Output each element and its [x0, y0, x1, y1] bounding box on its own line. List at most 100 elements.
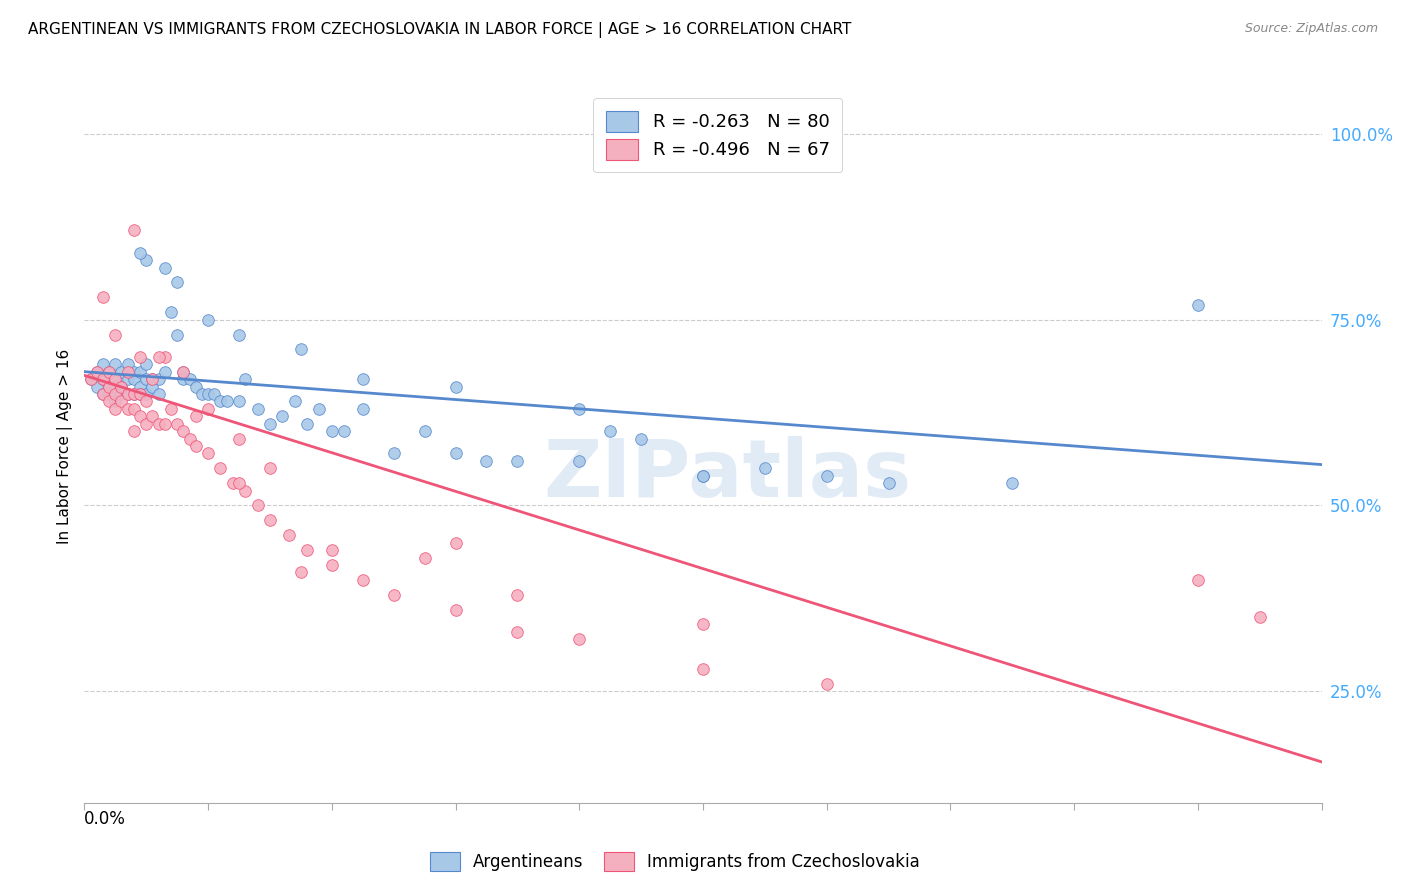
Point [86, 379, 108, 393]
Point [692, 468, 714, 483]
Point [246, 401, 269, 416]
Point [148, 372, 170, 386]
Point [191, 387, 214, 401]
Point [877, 476, 900, 491]
Point [122, 372, 145, 386]
Point [290, 343, 312, 357]
Point [475, 454, 498, 468]
Point [444, 446, 467, 460]
Point [197, 312, 219, 326]
Point [135, 357, 157, 371]
Point [117, 357, 139, 371]
Point [129, 350, 152, 364]
Point [91, 372, 114, 386]
Point [91, 290, 114, 304]
Legend: Argentineans, Immigrants from Czechoslovakia: Argentineans, Immigrants from Czechoslov… [422, 843, 928, 880]
Point [277, 528, 299, 542]
Point [135, 387, 157, 401]
Point [222, 476, 245, 491]
Point [86, 365, 108, 379]
Point [79, 372, 101, 386]
Text: ARGENTINEAN VS IMMIGRANTS FROM CZECHOSLOVAKIA IN LABOR FORCE | AGE > 16 CORRELAT: ARGENTINEAN VS IMMIGRANTS FROM CZECHOSLO… [28, 22, 852, 38]
Point [197, 387, 219, 401]
Point [184, 409, 207, 424]
Point [413, 424, 436, 438]
Point [104, 357, 127, 371]
Point [352, 573, 374, 587]
Point [117, 387, 139, 401]
Point [98, 365, 121, 379]
Point [233, 483, 256, 498]
Point [209, 394, 232, 409]
Point [506, 454, 529, 468]
Point [141, 372, 163, 386]
Point [91, 372, 114, 386]
Point [153, 417, 176, 431]
Point [444, 535, 467, 549]
Point [228, 394, 250, 409]
Legend: R = -0.263   N = 80, R = -0.496   N = 67: R = -0.263 N = 80, R = -0.496 N = 67 [593, 98, 842, 172]
Point [122, 401, 145, 416]
Point [172, 365, 194, 379]
Point [98, 379, 121, 393]
Point [259, 461, 281, 475]
Point [104, 387, 127, 401]
Point [215, 394, 238, 409]
Point [91, 387, 114, 401]
Point [172, 424, 194, 438]
Point [98, 365, 121, 379]
Point [129, 365, 152, 379]
Point [104, 379, 127, 393]
Point [692, 662, 714, 676]
Point [110, 365, 132, 379]
Point [352, 401, 374, 416]
Point [148, 417, 170, 431]
Point [202, 387, 225, 401]
Point [259, 417, 281, 431]
Point [98, 387, 121, 401]
Point [129, 379, 152, 393]
Point [79, 372, 101, 386]
Point [179, 372, 201, 386]
Point [172, 372, 194, 386]
Point [104, 327, 127, 342]
Point [122, 387, 145, 401]
Point [284, 394, 307, 409]
Point [122, 223, 145, 237]
Point [91, 387, 114, 401]
Point [110, 379, 132, 393]
Point [321, 558, 343, 572]
Point [1001, 476, 1024, 491]
Point [290, 566, 312, 580]
Point [135, 417, 157, 431]
Point [179, 432, 201, 446]
Point [333, 424, 356, 438]
Point [815, 677, 838, 691]
Point [148, 350, 170, 364]
Point [568, 401, 591, 416]
Point [295, 543, 318, 558]
Point [228, 432, 250, 446]
Point [228, 327, 250, 342]
Point [692, 617, 714, 632]
Point [295, 417, 318, 431]
Point [506, 588, 529, 602]
Point [568, 454, 591, 468]
Point [153, 350, 176, 364]
Point [184, 379, 207, 393]
Point [98, 394, 121, 409]
Point [153, 260, 176, 275]
Point [122, 424, 145, 438]
Point [129, 387, 152, 401]
Point [148, 387, 170, 401]
Text: Source: ZipAtlas.com: Source: ZipAtlas.com [1244, 22, 1378, 36]
Point [110, 379, 132, 393]
Point [630, 432, 652, 446]
Point [228, 476, 250, 491]
Point [135, 253, 157, 268]
Point [104, 394, 127, 409]
Point [98, 379, 121, 393]
Point [117, 387, 139, 401]
Point [117, 365, 139, 379]
Point [444, 379, 467, 393]
